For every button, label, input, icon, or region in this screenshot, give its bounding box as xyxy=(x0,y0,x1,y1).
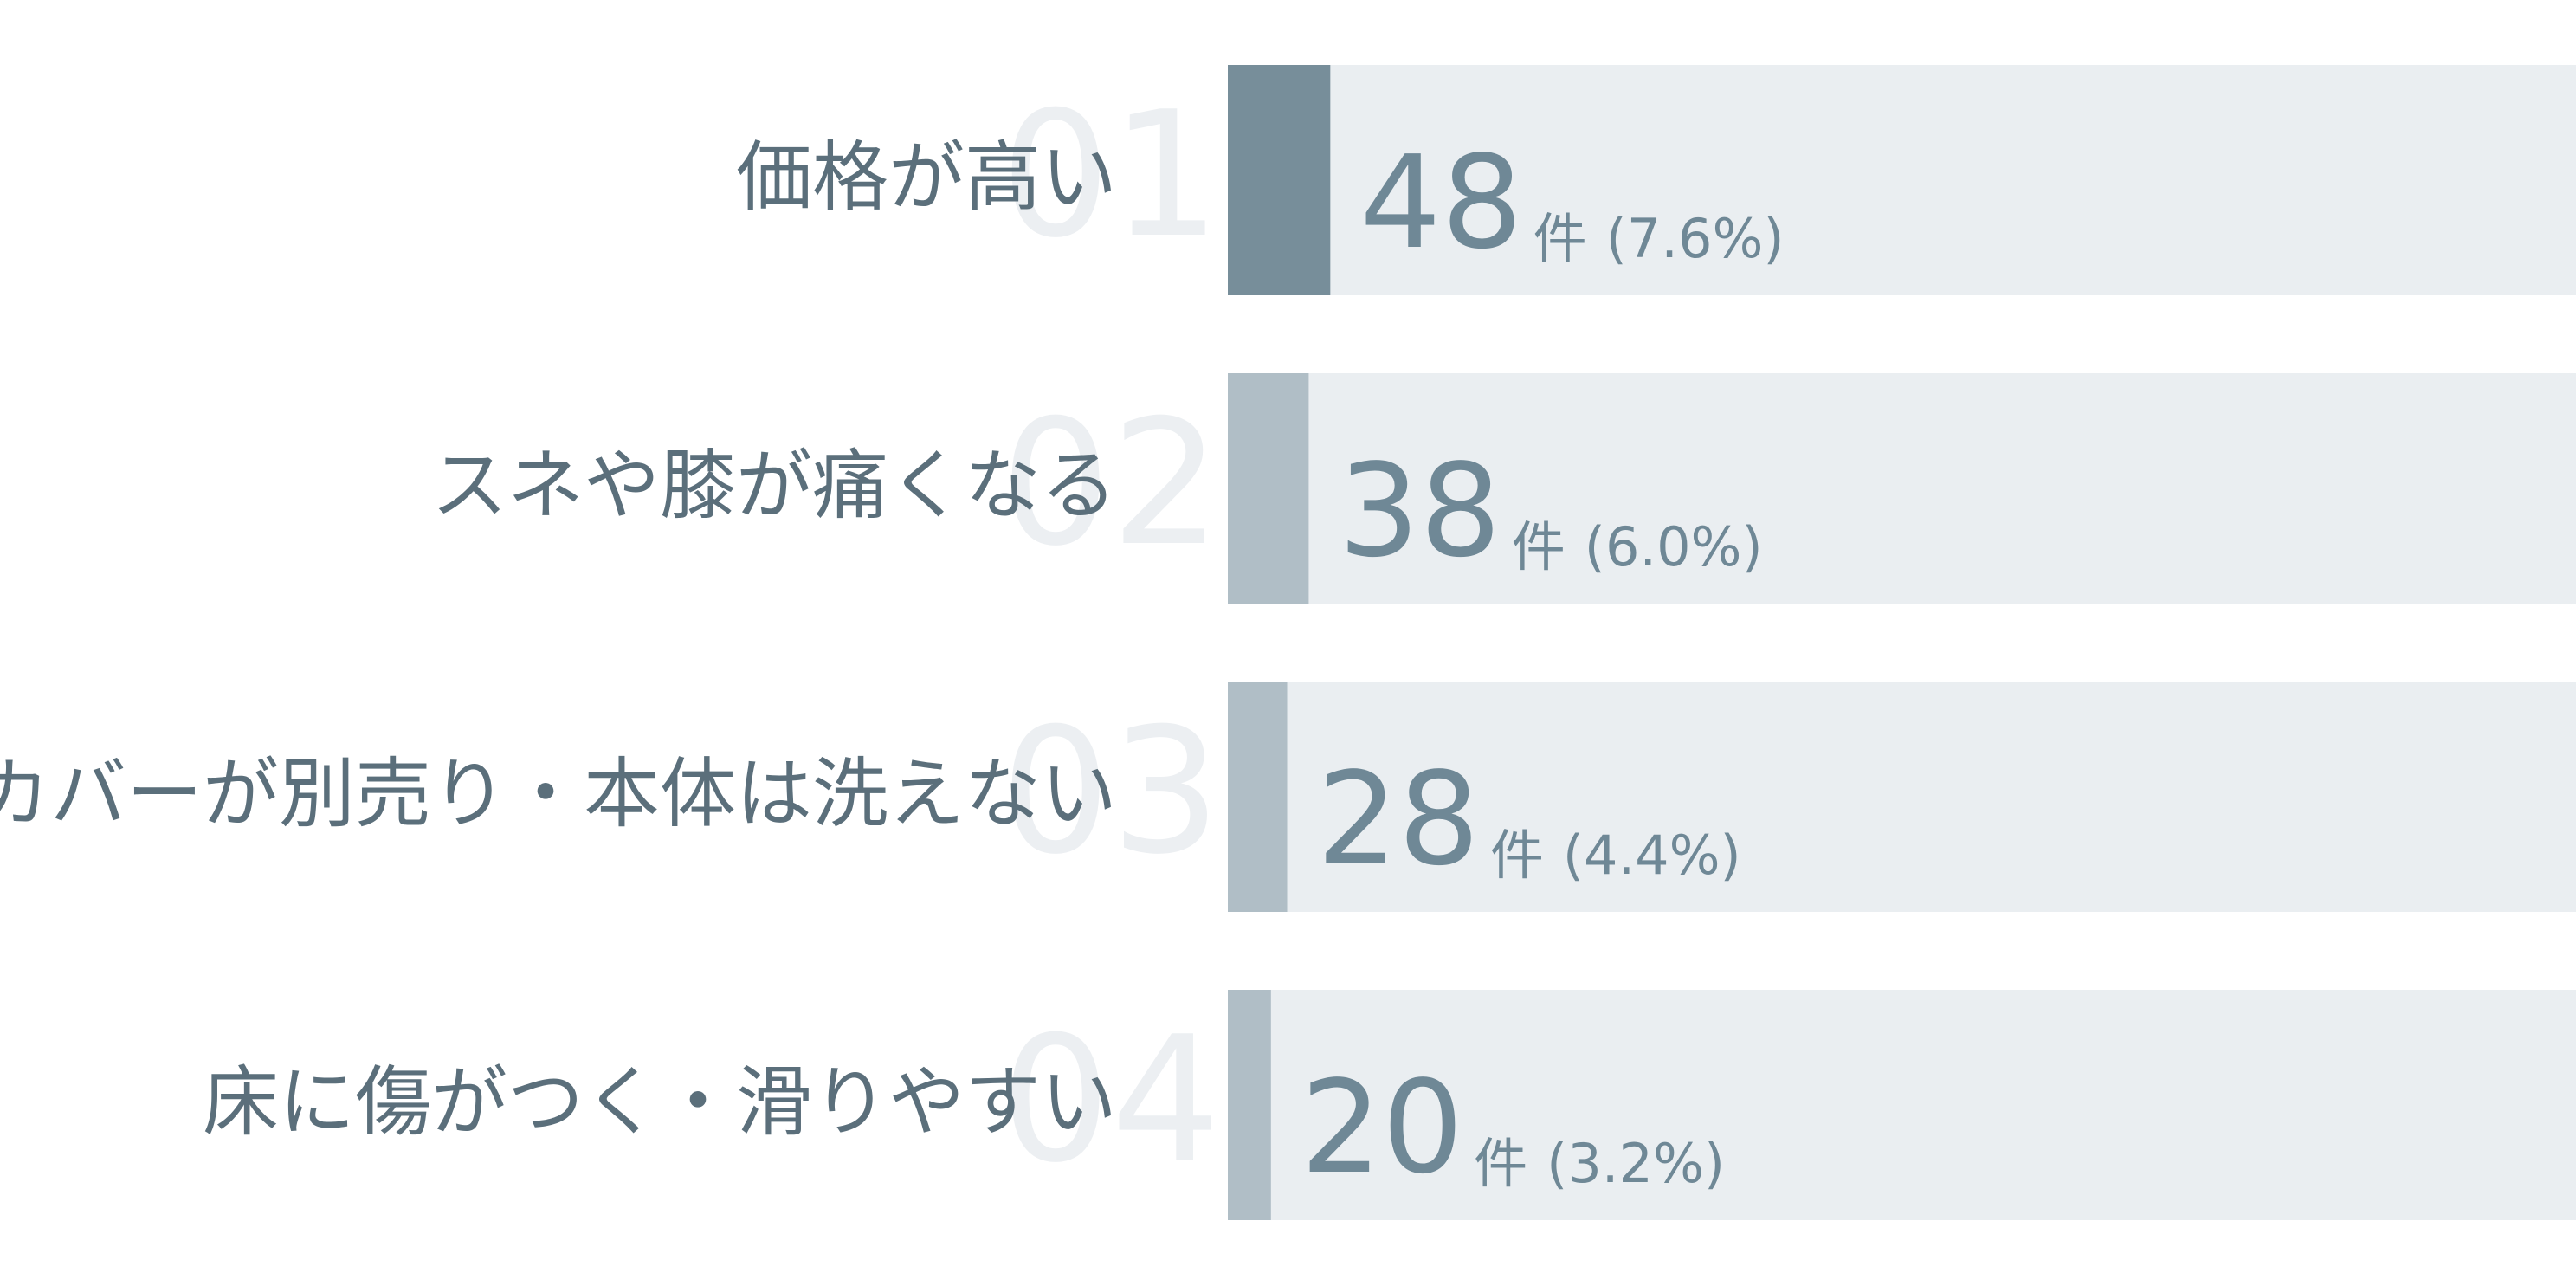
bar xyxy=(1228,990,1271,1220)
count-unit: 件 xyxy=(1512,515,1566,578)
count-unit: 件 xyxy=(1533,207,1587,270)
count-value: 20 xyxy=(1301,1053,1463,1202)
count-unit: 件 xyxy=(1474,1132,1527,1195)
bar xyxy=(1228,65,1331,295)
percent-label: (3.2%) xyxy=(1546,1132,1725,1195)
count-value: 28 xyxy=(1317,745,1480,894)
percent-label: (4.4%) xyxy=(1563,824,1741,887)
count-value: 48 xyxy=(1359,128,1522,277)
bar xyxy=(1228,682,1288,912)
bar-track xyxy=(1228,373,2576,604)
rank-number: 03 xyxy=(1001,691,1222,893)
percent-label: (7.6%) xyxy=(1606,207,1785,270)
bar-track xyxy=(1228,990,2576,1220)
category-label: 床に傷がつく・滑りやすい xyxy=(203,1057,1117,1147)
category-label: カバーが別売り・本体は洗えない xyxy=(0,749,1117,838)
percent-label: (6.0%) xyxy=(1585,515,1763,578)
rank-number: 01 xyxy=(1001,74,1222,276)
category-label: 価格が高い xyxy=(736,132,1117,222)
count-unit: 件 xyxy=(1490,824,1544,887)
count-value: 38 xyxy=(1338,436,1501,585)
rank-number: 02 xyxy=(1001,383,1222,585)
category-label: スネや膝が痛くなる xyxy=(431,441,1117,530)
bar-track xyxy=(1228,682,2576,912)
bar-track xyxy=(1228,65,2576,295)
rank-number: 04 xyxy=(1001,999,1222,1201)
bar xyxy=(1228,373,1309,604)
